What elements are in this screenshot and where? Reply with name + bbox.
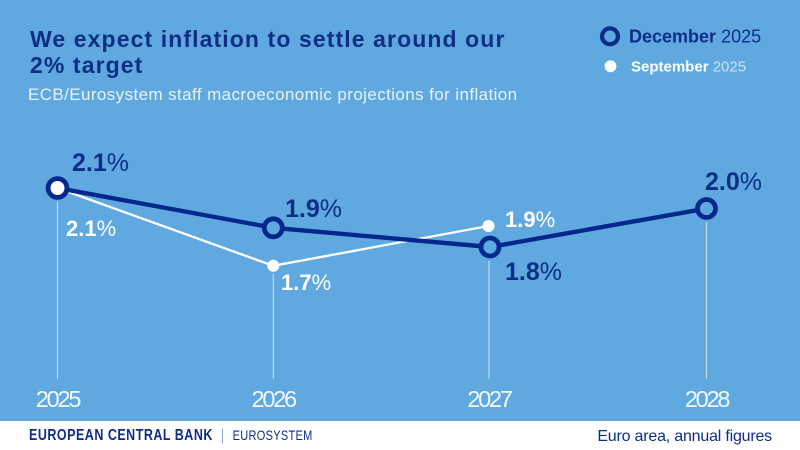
- svg-text:1.9%: 1.9%: [505, 207, 555, 232]
- svg-text:September 2025: September 2025: [631, 59, 746, 76]
- svg-text:1.9%: 1.9%: [285, 195, 342, 223]
- svg-text:1.8%: 1.8%: [505, 258, 562, 286]
- svg-text:2.1%: 2.1%: [72, 149, 129, 177]
- svg-text:2.1%: 2.1%: [66, 216, 116, 241]
- svg-text:December 2025: December 2025: [629, 27, 761, 47]
- svg-text:2.0%: 2.0%: [705, 168, 762, 196]
- svg-text:1.7%: 1.7%: [281, 270, 331, 295]
